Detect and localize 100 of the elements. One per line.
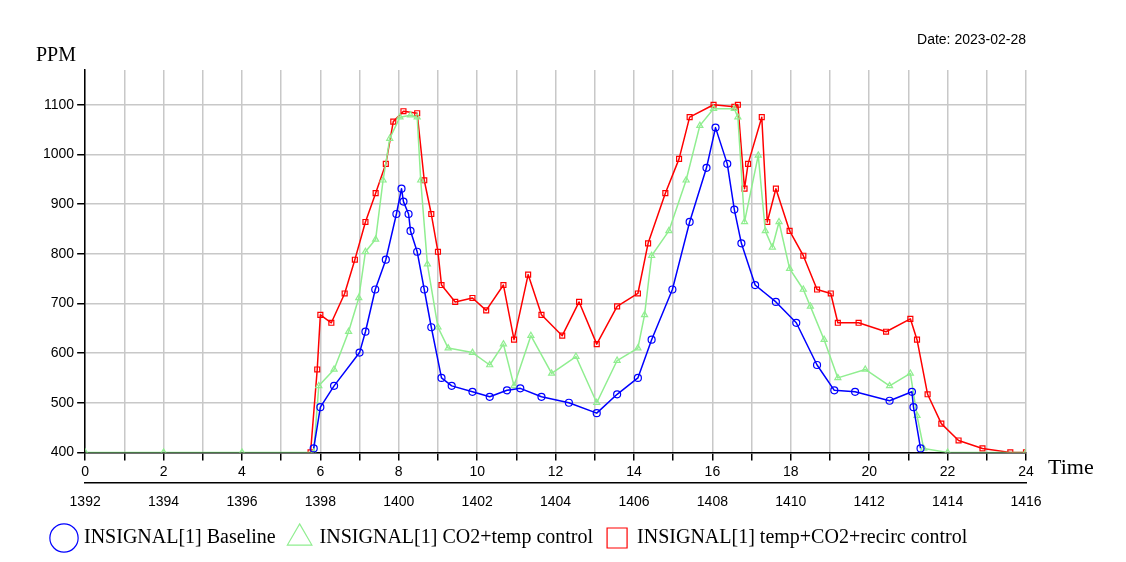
point: [559, 332, 566, 339]
point: [723, 159, 732, 168]
x2-tick-label: 1416: [1010, 493, 1042, 510]
point: [564, 398, 573, 407]
point: [730, 205, 739, 214]
point: [834, 373, 842, 381]
point: [938, 420, 945, 427]
point: [316, 403, 325, 412]
point: [406, 111, 415, 118]
point: [613, 390, 622, 399]
x2-tick-label: 1414: [932, 493, 964, 510]
point: [913, 336, 921, 343]
y-tick-label: 1000: [42, 145, 75, 162]
point: [434, 323, 442, 330]
point: [675, 155, 683, 162]
point: [485, 392, 494, 401]
point: [593, 341, 600, 348]
x2-tick-label: 1394: [147, 493, 180, 510]
point: [413, 247, 422, 256]
point: [665, 226, 673, 234]
point: [483, 307, 490, 314]
point: [447, 381, 456, 390]
point: [537, 392, 546, 401]
point: [500, 281, 507, 289]
point: [850, 387, 860, 396]
x2-tick-label: 1398: [304, 493, 337, 510]
point: [468, 348, 477, 355]
point: [420, 285, 429, 294]
point: [379, 176, 387, 183]
x2-tick-label: 1408: [696, 493, 729, 510]
x-tick-label: 12: [547, 462, 564, 479]
point: [662, 190, 669, 197]
point: [314, 366, 321, 373]
point: [592, 409, 601, 418]
point: [768, 243, 776, 250]
point: [909, 403, 918, 412]
y-tick-label: 900: [50, 194, 75, 211]
point: [427, 323, 436, 332]
point: [538, 311, 545, 318]
point: [734, 113, 742, 120]
point: [785, 264, 794, 271]
point: [920, 444, 928, 451]
point: [406, 226, 415, 236]
point: [907, 387, 917, 396]
point: [576, 298, 583, 305]
point: [434, 248, 442, 255]
point: [344, 327, 353, 335]
point: [527, 331, 535, 339]
point: [754, 151, 762, 158]
point: [392, 209, 401, 219]
x-tick-label: 24: [1018, 462, 1034, 479]
point: [613, 356, 621, 363]
point: [830, 386, 839, 395]
point: [758, 114, 765, 121]
x-tick-label: 2: [159, 462, 168, 479]
point: [355, 293, 363, 301]
point: [469, 294, 476, 302]
point: [885, 396, 894, 405]
point: [696, 121, 704, 128]
point: [516, 384, 525, 393]
x-tick-label: 6: [316, 462, 325, 479]
point: [786, 227, 793, 234]
point: [329, 381, 339, 390]
point: [682, 176, 690, 183]
point: [317, 311, 324, 318]
point: [813, 286, 821, 293]
point: [361, 327, 370, 336]
point: [423, 260, 432, 267]
y-tick-label: 600: [50, 343, 75, 360]
point: [979, 445, 986, 452]
x-tick-label: 0: [81, 462, 90, 479]
point: [499, 340, 508, 347]
point: [421, 177, 428, 184]
point: [647, 335, 656, 344]
point: [372, 190, 379, 197]
point: [400, 108, 407, 115]
point: [861, 365, 869, 372]
point: [711, 123, 720, 132]
x-tick-label: 14: [626, 462, 642, 479]
point: [640, 310, 649, 318]
point: [772, 185, 779, 192]
point: [734, 101, 741, 108]
point: [437, 373, 446, 383]
y-tick-label: 1100: [44, 95, 75, 112]
point: [371, 285, 380, 294]
point: [362, 218, 369, 226]
point: [741, 185, 748, 192]
point: [744, 160, 752, 167]
point: [572, 352, 580, 359]
x-tick-label: 10: [469, 462, 486, 479]
point: [525, 271, 532, 278]
point: [502, 386, 512, 395]
point: [800, 252, 807, 259]
point: [372, 235, 380, 242]
point: [685, 217, 694, 227]
x2-tick-label: 1396: [226, 493, 258, 510]
point: [510, 336, 518, 343]
point: [737, 239, 746, 248]
point: [710, 101, 717, 108]
point: [386, 134, 394, 141]
